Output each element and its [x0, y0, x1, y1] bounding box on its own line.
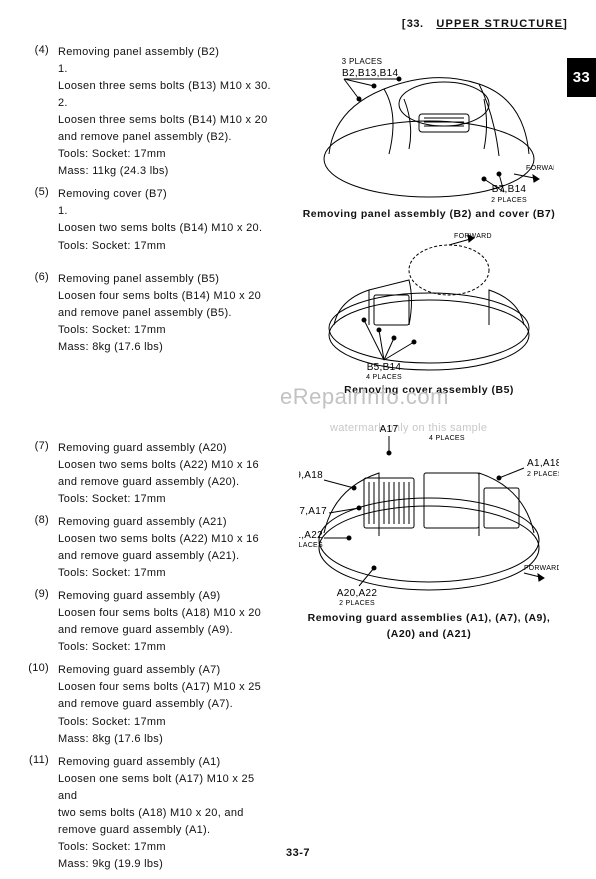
step-body: Removing guard assembly (A7) Loosen four… [58, 662, 276, 747]
line: Tools: Socket: 17mm [58, 565, 276, 582]
label: 2 PLACES [299, 542, 323, 549]
label: A20,A22 [337, 588, 378, 599]
step-7: (7) Removing guard assembly (A20) Loosen… [28, 440, 276, 508]
line: Loosen four sems bolts (A17) M10 x 25 [58, 679, 276, 696]
line: Removing panel assembly (B2) [58, 44, 276, 61]
label: 2 PLACES [527, 471, 559, 478]
line: two sems bolts (A18) M10 x 20, and [58, 805, 276, 822]
line: Removing guard assembly (A7) [58, 662, 276, 679]
step-number: (5) [28, 186, 52, 254]
figure-2: FORWARD B5,B14 4 PLACES Removing cover a… [290, 230, 568, 396]
step-number: (6) [28, 271, 52, 356]
label: 2 PLACES [339, 600, 375, 607]
label: A9,A18 [299, 470, 323, 481]
label: A17 [380, 424, 399, 435]
figure-caption: Removing cover assembly (B5) [290, 384, 568, 396]
step-number: (8) [28, 514, 52, 582]
label: A7,A17 [299, 506, 327, 517]
line: Tools: Socket: 17mm [58, 714, 276, 731]
page-number: 33-7 [0, 847, 596, 859]
content: (4) Removing panel assembly (B2) 1. Loos… [28, 44, 568, 879]
step-6: (6) Removing panel assembly (B5) Loosen … [28, 271, 276, 356]
text-column: (4) Removing panel assembly (B2) 1. Loos… [28, 44, 276, 879]
line: and remove guard assembly (A21). [58, 548, 276, 565]
line: Tools: Socket: 17mm [58, 238, 276, 255]
guard-assembly-diagram-icon: A17 4 PLACES A9,A18 A1,A18 2 PLACES A7,A… [299, 418, 559, 608]
step-5: (5) Removing cover (B7) 1. Loosen two se… [28, 186, 276, 254]
line: and remove guard assembly (A7). [58, 696, 276, 713]
figure-1: 3 PLACES B2,B13,B14 FORWARD B7,B14 2 PLA… [290, 44, 568, 220]
figure-caption: (A20) and (A21) [290, 628, 568, 640]
line: and remove guard assembly (A20). [58, 474, 276, 491]
line: 1. [58, 203, 276, 220]
section-number: 33. [407, 18, 424, 30]
line: Loosen one sems bolt (A17) M10 x 25 and [58, 771, 276, 805]
line: Loosen two sems bolts (A22) M10 x 16 [58, 457, 276, 474]
bracket: ] [563, 18, 568, 30]
line: Removing guard assembly (A9) [58, 588, 276, 605]
section-title: UPPER STRUCTURE [436, 18, 563, 30]
step-10: (10) Removing guard assembly (A7) Loosen… [28, 662, 276, 747]
base-pan-diagram-icon: FORWARD B5,B14 4 PLACES [314, 230, 544, 380]
label: 2 PLACES [491, 197, 527, 204]
step-number: (10) [28, 662, 52, 747]
label: FORWARD [524, 565, 559, 572]
line: Mass: 11kg (24.3 lbs) [58, 163, 276, 180]
label: B5,B14 [367, 362, 402, 373]
figure-caption: Removing guard assemblies (A1), (A7), (A… [290, 612, 568, 624]
line: Removing panel assembly (B5) [58, 271, 276, 288]
line: Tools: Socket: 17mm [58, 322, 276, 339]
line: Loosen two sems bolts (B14) M10 x 20. [58, 220, 276, 237]
step-body: Removing guard assembly (A9) Loosen four… [58, 588, 276, 656]
line: 2. [58, 95, 276, 112]
step-number: (7) [28, 440, 52, 508]
figure-3: A17 4 PLACES A9,A18 A1,A18 2 PLACES A7,A… [290, 418, 568, 640]
step-body: Removing guard assembly (A21) Loosen two… [58, 514, 276, 582]
step-body: Removing cover (B7) 1. Loosen two sems b… [58, 186, 276, 254]
step-number: (4) [28, 44, 52, 180]
step-body: Removing panel assembly (B5) Loosen four… [58, 271, 276, 356]
line: Mass: 8kg (17.6 lbs) [58, 731, 276, 748]
line: Loosen four sems bolts (B14) M10 x 20 [58, 288, 276, 305]
step-body: Removing guard assembly (A20) Loosen two… [58, 440, 276, 508]
label: A1,A18 [527, 458, 559, 469]
line: Removing guard assembly (A21) [58, 514, 276, 531]
line: and remove panel assembly (B2). [58, 129, 276, 146]
line: Removing guard assembly (A1) [58, 754, 276, 771]
page-header: [33. UPPER STRUCTURE] [28, 18, 568, 30]
section-tab: 33 [567, 58, 596, 97]
line: Tools: Socket: 17mm [58, 491, 276, 508]
line: 1. [58, 61, 276, 78]
line: Removing cover (B7) [58, 186, 276, 203]
line: Tools: Socket: 17mm [58, 639, 276, 656]
line: Mass: 8kg (17.6 lbs) [58, 339, 276, 356]
label: A21,A22 [299, 530, 323, 541]
figures-column: 3 PLACES B2,B13,B14 FORWARD B7,B14 2 PLA… [290, 44, 568, 879]
line: Loosen three sems bolts (B14) M10 x 20 [58, 112, 276, 129]
step-body: Removing panel assembly (B2) 1. Loosen t… [58, 44, 276, 180]
line: Loosen two sems bolts (A22) M10 x 16 [58, 531, 276, 548]
line: remove guard assembly (A1). [58, 822, 276, 839]
label: 4 PLACES [366, 374, 402, 380]
step-8: (8) Removing guard assembly (A21) Loosen… [28, 514, 276, 582]
label: FORWARD [454, 233, 492, 240]
line: and remove guard assembly (A9). [58, 622, 276, 639]
label: B2,B13,B14 [342, 68, 399, 79]
label: 4 PLACES [429, 435, 465, 442]
step-4: (4) Removing panel assembly (B2) 1. Loos… [28, 44, 276, 180]
label: 3 PLACES [342, 57, 383, 66]
engine-cover-diagram-icon: 3 PLACES B2,B13,B14 FORWARD B7,B14 2 PLA… [304, 44, 554, 204]
line: Tools: Socket: 17mm [58, 146, 276, 163]
line: and remove panel assembly (B5). [58, 305, 276, 322]
figure-caption: Removing panel assembly (B2) and cover (… [290, 208, 568, 220]
line: Loosen three sems bolts (B13) M10 x 30. [58, 78, 276, 95]
label: FORWARD [526, 165, 554, 172]
line: Removing guard assembly (A20) [58, 440, 276, 457]
line: Loosen four sems bolts (A18) M10 x 20 [58, 605, 276, 622]
step-9: (9) Removing guard assembly (A9) Loosen … [28, 588, 276, 656]
step-number: (9) [28, 588, 52, 656]
label: B7,B14 [492, 184, 527, 195]
